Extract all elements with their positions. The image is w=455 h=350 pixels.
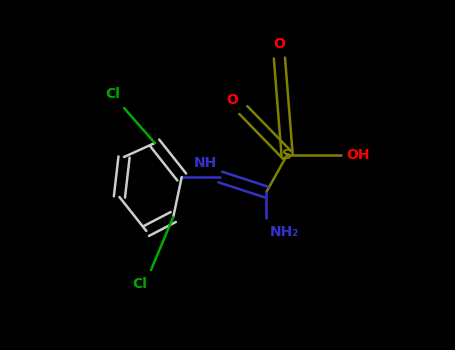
Text: NH: NH	[193, 156, 217, 170]
Text: O: O	[226, 92, 238, 106]
Text: Cl: Cl	[106, 87, 121, 101]
Text: OH: OH	[346, 148, 370, 162]
Text: O: O	[273, 37, 285, 51]
Text: S: S	[282, 148, 292, 162]
Text: NH₂: NH₂	[270, 225, 299, 239]
Text: Cl: Cl	[132, 277, 147, 291]
